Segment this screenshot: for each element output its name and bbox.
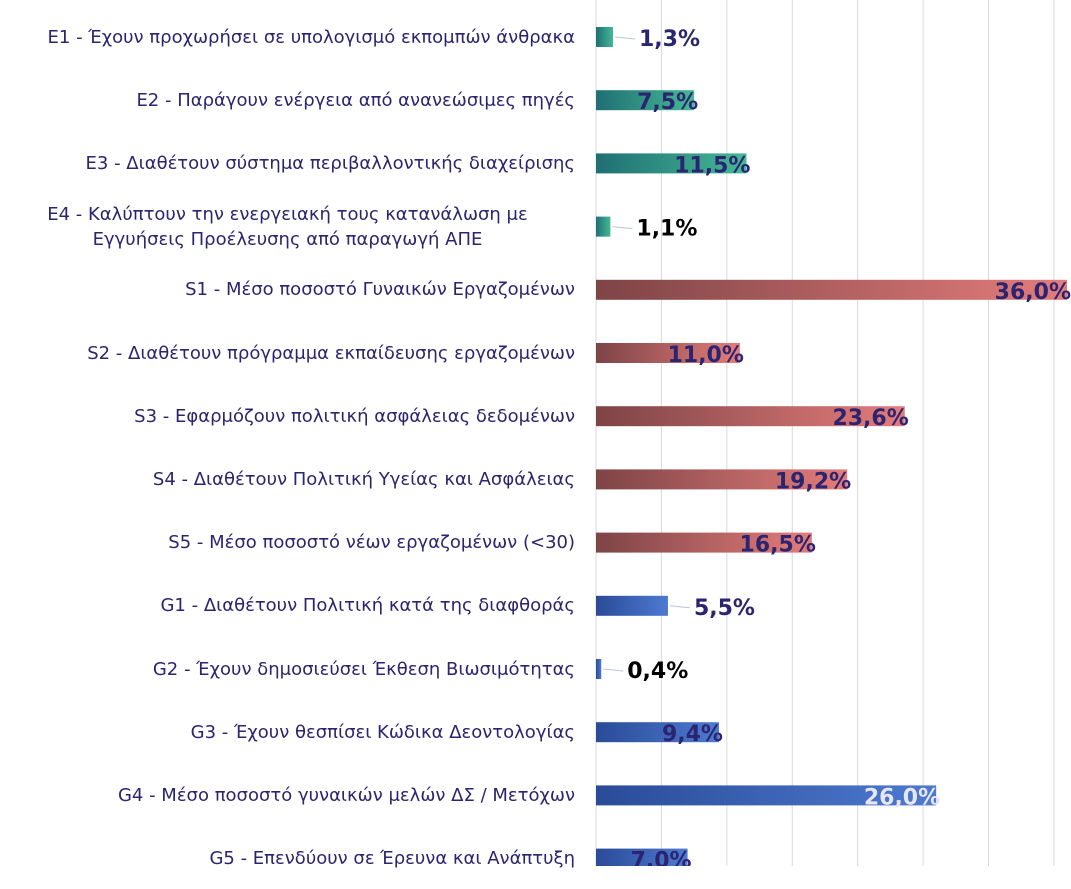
category-label: S1 - Μέσο ποσοστό Γυναικών Εργαζομένων <box>0 260 575 320</box>
value-label: 1,1% <box>636 217 697 242</box>
category-text: E2 - Παράγουν ενέργεια από ανανεώσιμες π… <box>136 89 575 111</box>
category-text: G1 - Διαθέτουν Πολιτική κατά της διαφθορ… <box>160 595 575 617</box>
category-text: G5 - Επενδύουν σε Έρευνα και Ανάπτυξη <box>209 848 575 870</box>
value-label: 11,0% <box>668 343 744 368</box>
category-text: S1 - Μέσο ποσοστό Γυναικών Εργαζομένων <box>185 279 575 301</box>
category-label: E2 - Παράγουν ενέργεια από ανανεώσιμες π… <box>0 70 575 130</box>
bar <box>596 90 695 111</box>
value-label: 7,5% <box>637 90 698 115</box>
value-label: 36,0% <box>995 280 1071 305</box>
bar <box>596 406 905 427</box>
value-label: 1,3% <box>639 27 700 52</box>
bar <box>596 595 668 616</box>
value-label: 16,5% <box>740 533 816 558</box>
category-text: S5 - Μέσο ποσοστό νέων εργαζομένων (<30) <box>168 532 575 554</box>
category-text: S3 - Εφαρμόζουν πολιτική ασφάλειας δεδομ… <box>134 405 575 427</box>
category-label: S5 - Μέσο ποσοστό νέων εργαζομένων (<30) <box>0 513 575 573</box>
category-label: S4 - Διαθέτουν Πολιτική Υγείας και Ασφάλ… <box>0 449 575 509</box>
leader-line <box>614 36 636 40</box>
value-label: 23,6% <box>832 406 908 431</box>
value-label: 7,0% <box>631 849 692 866</box>
category-label: E4 - Καλύπτουν την ενεργειακή τους καταν… <box>0 197 575 257</box>
category-text: G4 - Μέσο ποσοστό γυναικών μελών ΔΣ / Με… <box>117 784 575 806</box>
category-label: G3 - Έχουν θεσπίσει Κώδικα Δεοντολογίας <box>0 702 575 762</box>
category-label: E3 - Διαθέτουν σύστημα περιβαλλοντικής δ… <box>0 133 575 193</box>
category-label: G1 - Διαθέτουν Πολιτική κατά της διαφθορ… <box>0 576 575 636</box>
category-text: G3 - Έχουν θεσπίσει Κώδικα Δεοντολογίας <box>190 721 575 743</box>
category-label: S2 - Διαθέτουν πρόγραμμα εκπαίδευσης εργ… <box>0 323 575 383</box>
bar <box>596 216 611 237</box>
value-label: 0,4% <box>627 659 688 684</box>
category-text: E3 - Διαθέτουν σύστημα περιβαλλοντικής δ… <box>85 152 575 174</box>
value-label: 5,5% <box>694 596 755 621</box>
bar <box>596 27 614 47</box>
bar <box>596 343 740 363</box>
category-text: S2 - Διαθέτουν πρόγραμμα εκπαίδευσης εργ… <box>87 342 575 364</box>
category-text: E4 - Καλύπτουν την ενεργειακή τους καταν… <box>47 203 528 250</box>
value-label: 26,0% <box>864 785 940 810</box>
category-label: G2 - Έχουν δημοσιεύσει Έκθεση Βιωσιμότητ… <box>0 639 575 699</box>
value-label: 11,5% <box>674 153 750 178</box>
category-label: G4 - Μέσο ποσοστό γυναικών μελών ΔΣ / Με… <box>0 765 575 825</box>
leader-line <box>603 668 624 672</box>
value-label: 9,4% <box>662 722 723 747</box>
leader-line <box>612 226 633 230</box>
bar <box>596 848 688 866</box>
category-label: E1 - Έχουν προχωρήσει σε υπολογισμό εκπο… <box>0 7 575 67</box>
leader-line <box>669 605 691 609</box>
bar <box>596 532 812 553</box>
bar <box>596 722 719 743</box>
category-text: G2 - Έχουν δημοσιεύσει Έκθεση Βιωσιμότητ… <box>152 658 575 680</box>
category-text: S4 - Διαθέτουν Πολιτική Υγείας και Ασφάλ… <box>152 468 575 490</box>
bar <box>596 279 1067 300</box>
bar <box>596 469 848 490</box>
bar <box>596 785 937 806</box>
chart: 1,3% 7,5% 11,5% 1,1% 36,0% 11,0% 23,6% 19,2% 16,… <box>595 0 1071 866</box>
category-label: S3 - Εφαρμόζουν πολιτική ασφάλειας δεδομ… <box>0 386 575 446</box>
category-label: G5 - Επενδύουν σε Έρευνα και Ανάπτυξη <box>0 829 575 889</box>
bar <box>596 153 747 174</box>
category-text: E1 - Έχουν προχωρήσει σε υπολογισμό εκπο… <box>47 26 575 48</box>
value-label: 19,2% <box>775 469 851 494</box>
page: 1,3% 7,5% 11,5% 1,1% 36,0% 11,0% 23,6% 19,2% 16,… <box>0 0 1071 870</box>
bar <box>596 659 602 679</box>
